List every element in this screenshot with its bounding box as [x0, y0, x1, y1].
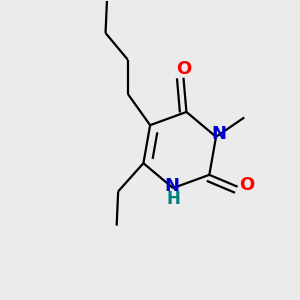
Text: O: O — [176, 60, 191, 78]
Text: N: N — [164, 177, 179, 195]
Text: H: H — [167, 190, 181, 208]
Text: N: N — [211, 125, 226, 143]
Text: O: O — [239, 176, 254, 194]
